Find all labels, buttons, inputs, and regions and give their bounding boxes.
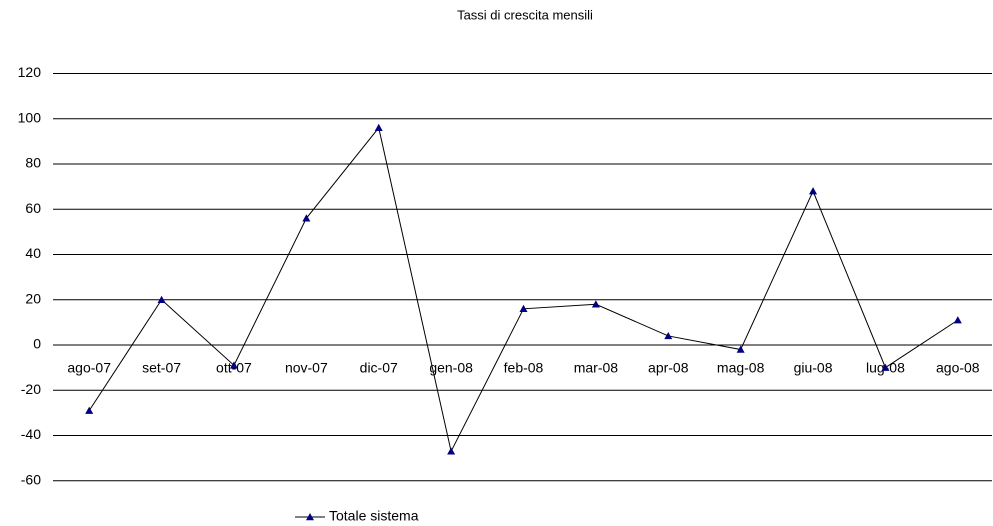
marker	[229, 361, 238, 369]
marker	[519, 304, 528, 312]
x-tick-label: apr-08	[648, 360, 689, 376]
x-tick-label: ago-07	[67, 360, 111, 376]
marker	[374, 123, 383, 131]
chart-title: Tassi di crescita mensili	[457, 7, 593, 22]
marker	[953, 316, 962, 324]
y-tick-label: 60	[25, 200, 41, 216]
y-tick-label: 0	[33, 336, 41, 352]
x-tick-label: mag-08	[717, 360, 765, 376]
x-tick-label: feb-08	[504, 360, 544, 376]
marker	[736, 345, 745, 353]
marker	[664, 331, 673, 340]
marker	[881, 363, 890, 371]
marker	[302, 214, 311, 222]
y-tick-label: -20	[21, 381, 41, 397]
marker	[447, 447, 456, 455]
y-tick-label: -60	[21, 471, 41, 487]
x-tick-label: nov-07	[285, 360, 328, 376]
legend-marker	[306, 513, 314, 521]
marker	[85, 406, 94, 414]
y-tick-label: 100	[18, 109, 42, 125]
x-tick-label: mar-08	[574, 360, 619, 376]
marker	[157, 295, 166, 303]
x-tick-label: set-07	[142, 360, 181, 376]
marker	[809, 187, 818, 195]
x-tick-label: gen-08	[429, 360, 473, 376]
y-tick-label: 120	[18, 64, 42, 80]
x-tick-label: dic-07	[360, 360, 398, 376]
x-tick-label: ago-08	[936, 360, 980, 376]
marker	[591, 300, 600, 308]
y-tick-label: 80	[25, 155, 41, 171]
legend-label: Totale sistema	[329, 508, 419, 524]
y-tick-label: 20	[25, 290, 41, 306]
x-tick-label: giu-08	[794, 360, 833, 376]
series-line	[88, 126, 959, 453]
y-tick-label: 40	[25, 245, 41, 261]
y-tick-label: -40	[21, 426, 41, 442]
